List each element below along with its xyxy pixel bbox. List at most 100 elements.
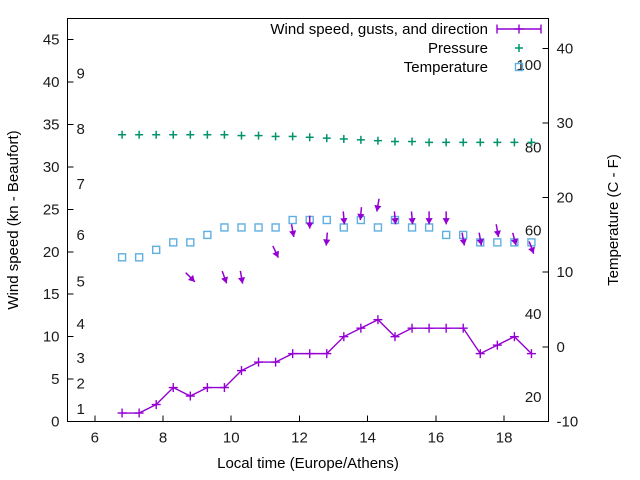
- data-marker: [203, 230, 212, 240]
- arrow-head: [459, 238, 467, 246]
- beaufort-label: 4: [77, 316, 85, 333]
- x-tick-label: 6: [91, 430, 99, 447]
- data-marker: [169, 238, 178, 247]
- chart-legend: Wind speed, gusts, and direction Pressure…: [270, 21, 542, 76]
- arrow-head: [476, 238, 484, 246]
- data-marker: [288, 215, 297, 225]
- beaufort-label: 8: [77, 121, 85, 138]
- y2-axis-ticks: -10 0 10 20 30 40: [542, 40, 579, 431]
- wind-direction-arrow: [357, 207, 365, 221]
- y-axis-title: Wind speed (kn - Beaufort): [5, 130, 22, 309]
- arrow-head: [357, 213, 365, 221]
- y-axis-ticks: 0 5 10 15 20 25 30 35 40 45: [43, 32, 74, 431]
- arrow-head: [272, 250, 279, 258]
- x-tick-label: 12: [291, 430, 308, 447]
- wind-direction-arrow: [425, 211, 433, 225]
- fahrenheit-label: 40: [525, 306, 542, 323]
- y2-tick-label: 30: [557, 115, 574, 132]
- data-marker: [322, 215, 331, 225]
- arrow-head: [408, 217, 416, 225]
- arrow-head: [493, 230, 501, 238]
- data-marker: [117, 253, 127, 262]
- wind-direction-arrow: [289, 224, 297, 238]
- wind-direction-arrow: [323, 232, 331, 246]
- wind-direction-arrow: [476, 232, 484, 246]
- wind-direction-arrow: [340, 211, 348, 225]
- y-tick-label: 35: [43, 117, 60, 134]
- beaufort-label: 2: [77, 375, 85, 392]
- fahrenheit-scale-labels: 20 40 60 80 100: [516, 57, 541, 406]
- data-marker: [134, 253, 144, 262]
- data-marker: [186, 238, 195, 247]
- arrow-head: [510, 238, 518, 246]
- wind-direction-arrow: [493, 224, 501, 238]
- series-pressure: [118, 130, 536, 147]
- fahrenheit-label: 80: [525, 140, 542, 157]
- x-axis-title: Local time (Europe/Athens): [217, 455, 399, 472]
- arrow-head: [442, 218, 450, 225]
- y-tick-label: 25: [43, 201, 60, 218]
- x-tick-label: 10: [223, 430, 240, 447]
- beaufort-label: 7: [77, 176, 85, 193]
- y-tick-label: 5: [51, 371, 59, 388]
- data-marker: [441, 230, 451, 240]
- y-tick-label: 15: [43, 286, 60, 303]
- y-tick-label: 45: [43, 32, 60, 49]
- arrow-head: [306, 222, 314, 229]
- arrow-head: [425, 218, 433, 225]
- beaufort-label: 5: [77, 274, 85, 291]
- arrow-head: [289, 230, 297, 238]
- series-wind-speed: [117, 315, 536, 418]
- wind-direction-arrow: [374, 198, 382, 212]
- y2-tick-label: 10: [557, 264, 574, 281]
- arrow-head: [221, 276, 228, 284]
- arrow-head: [528, 246, 535, 254]
- wind-direction-arrow: [185, 272, 196, 283]
- y-tick-label: 20: [43, 244, 60, 261]
- fahrenheit-label: 100: [516, 57, 541, 74]
- x-tick-label: 16: [428, 430, 445, 447]
- legend-label: Wind speed, gusts, and direction: [270, 21, 488, 38]
- data-marker: [493, 238, 502, 247]
- wind-direction-arrow: [237, 270, 246, 284]
- wind-direction-arrow: [272, 245, 280, 259]
- arrow-head: [391, 217, 399, 225]
- arrow-head: [187, 274, 195, 282]
- data-marker: [254, 223, 263, 232]
- beaufort-scale-labels: 1 2 3 4 5 6 7 8 9: [77, 66, 85, 418]
- beaufort-label: 9: [77, 66, 85, 83]
- beaufort-label: 3: [77, 350, 85, 367]
- y-tick-label: 40: [43, 74, 60, 91]
- y2-tick-label: -10: [557, 414, 579, 431]
- wind-direction-arrow: [391, 211, 399, 225]
- x-axis-ticks: 6 8 10 12 14 16 18: [91, 415, 513, 447]
- wind-direction-arrow: [306, 215, 314, 229]
- fahrenheit-label: 20: [525, 389, 542, 406]
- y2-tick-label: 20: [557, 190, 574, 207]
- wind-direction-arrow: [442, 211, 450, 225]
- wind-direction-arrow: [510, 232, 518, 246]
- y-tick-label: 0: [51, 414, 59, 431]
- wind-direction-arrow: [221, 270, 228, 284]
- data-marker: [151, 245, 161, 255]
- fahrenheit-label: 60: [525, 222, 542, 239]
- arrow-head: [340, 217, 348, 225]
- data-marker: [373, 223, 383, 232]
- y2-tick-label: 40: [557, 40, 574, 57]
- beaufort-label: 6: [77, 227, 85, 244]
- arrow-head: [323, 239, 331, 246]
- arrow-head: [374, 204, 382, 212]
- y-tick-label: 10: [43, 329, 60, 346]
- legend-swatch: [514, 62, 524, 72]
- x-tick-label: 14: [359, 430, 376, 447]
- wind-direction-arrow: [408, 211, 416, 225]
- y2-axis-title: Temperature (C - F): [605, 154, 622, 286]
- legend-label: Temperature: [404, 59, 488, 76]
- wind-direction-arrow: [528, 241, 535, 254]
- data-marker: [271, 223, 280, 232]
- y-tick-label: 30: [43, 159, 60, 176]
- x-tick-label: 18: [496, 430, 513, 447]
